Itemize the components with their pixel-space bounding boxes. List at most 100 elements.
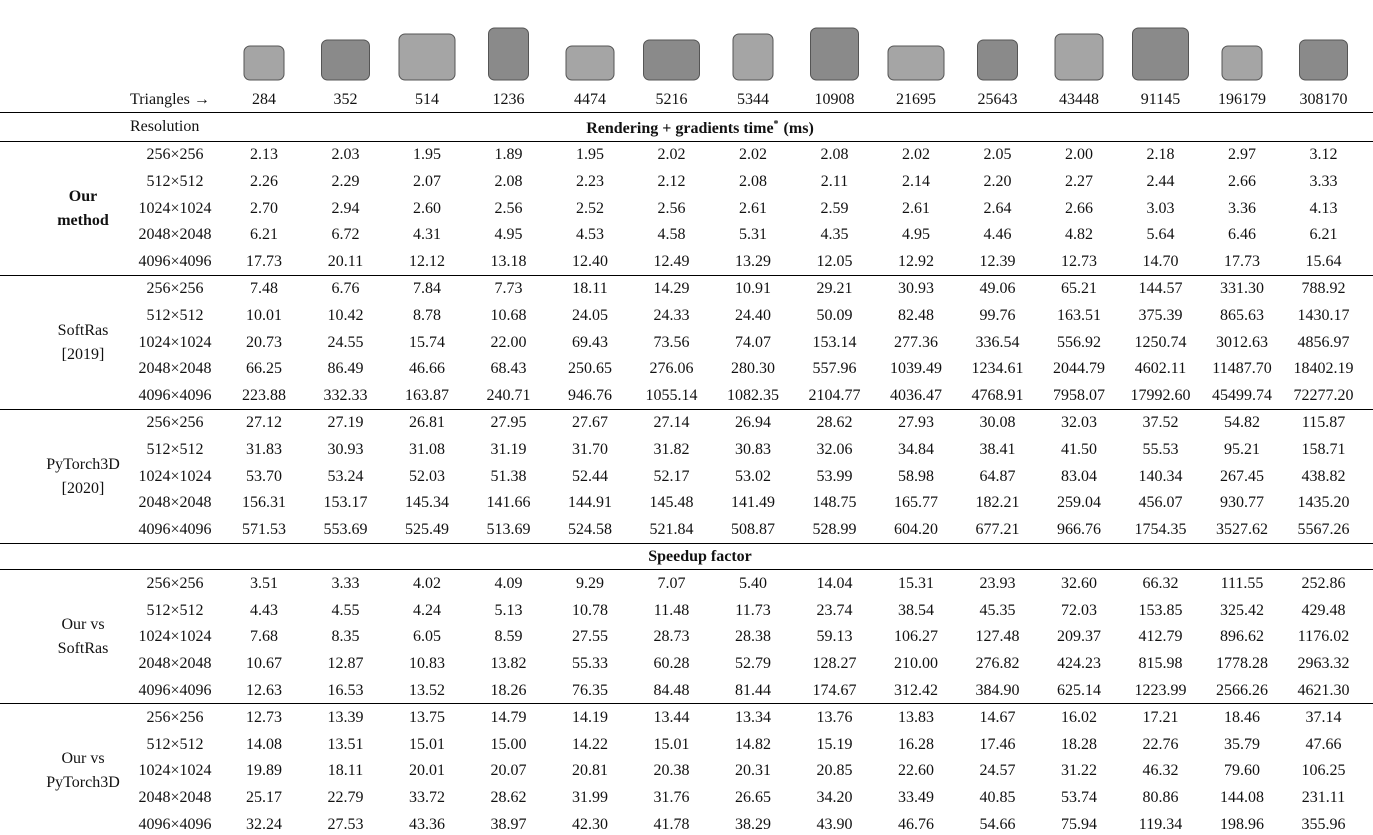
cell: 13.52	[409, 682, 445, 699]
cell: 1435.20	[1297, 494, 1350, 512]
cell: 25.17	[246, 789, 282, 807]
triangles-label: Triangles →	[130, 91, 210, 108]
rule	[0, 112, 1373, 113]
cell: 3.12	[1309, 146, 1338, 163]
cell: 12.87	[327, 655, 364, 673]
cell: 79.60	[1224, 762, 1260, 780]
cell: 145.34	[405, 494, 449, 512]
cell: 1223.99	[1134, 682, 1187, 699]
cell: 34.20	[816, 789, 853, 807]
cell: 27.19	[327, 414, 364, 431]
cell: 6.46	[1228, 226, 1256, 244]
cell: 429.48	[1301, 601, 1346, 619]
cell: 43.36	[409, 816, 445, 833]
cell: 4.95	[902, 226, 930, 244]
cell: 99.76	[979, 306, 1016, 324]
cell: 1754.35	[1134, 521, 1187, 539]
cell: 2.02	[739, 146, 767, 163]
cell: 75.94	[1061, 816, 1097, 833]
cell: 31.70	[572, 440, 608, 458]
section-title: Rendering + gradients time* (ms)	[586, 115, 814, 139]
cell: 32.03	[1061, 414, 1097, 431]
group-name: method	[57, 211, 109, 229]
cell: 930.77	[1220, 494, 1264, 512]
resolution: 2048×2048	[138, 226, 212, 244]
cell: 4.13	[1309, 199, 1338, 217]
cell: 3.51	[250, 574, 278, 592]
resolution: 1024×1024	[138, 628, 212, 646]
cell: 12.12	[409, 253, 445, 271]
group-name: PyTorch3D	[46, 455, 120, 473]
cell: 42.30	[572, 816, 608, 833]
resolution: 4096×4096	[138, 682, 212, 699]
triangle-count: 196179	[1218, 91, 1266, 108]
cell: 153.85	[1138, 601, 1183, 619]
cell: 2.56	[657, 199, 686, 217]
cell: 223.88	[242, 387, 286, 405]
cell: 1234.61	[971, 360, 1024, 378]
cell: 12.73	[1061, 253, 1097, 271]
cell: 27.14	[653, 414, 690, 431]
cell: 53.02	[735, 467, 771, 485]
cell: 6.21	[250, 226, 278, 244]
cell: 165.77	[894, 494, 938, 512]
cell: 4.02	[413, 574, 441, 592]
triangle-count: 25643	[977, 91, 1018, 108]
cell: 54.82	[1224, 414, 1260, 431]
cell: 18.46	[1224, 708, 1260, 726]
cell: 20.07	[490, 762, 527, 780]
cell: 37.14	[1305, 708, 1342, 726]
cell: 4768.91	[971, 387, 1024, 405]
cell: 528.99	[812, 521, 857, 539]
object-shape	[243, 45, 285, 81]
cell: 144.08	[1220, 789, 1264, 807]
cell: 28.73	[653, 628, 690, 646]
cell: 10.01	[246, 306, 282, 324]
cell: 28.62	[490, 789, 527, 807]
cell: 46.66	[409, 360, 445, 378]
cell: 52.17	[653, 467, 690, 485]
resolution: 2048×2048	[138, 655, 212, 673]
cell: 26.94	[735, 414, 771, 431]
cell: 31.82	[653, 440, 690, 458]
cell: 508.87	[731, 521, 775, 539]
cell: 111.55	[1220, 574, 1264, 592]
cell: 2.44	[1146, 172, 1175, 190]
cell: 12.73	[246, 708, 282, 726]
resolution: 512×512	[146, 172, 204, 190]
cell: 5.31	[739, 226, 767, 244]
cell: 525.49	[405, 521, 449, 539]
cell: 6.05	[413, 628, 441, 646]
cell: 10.91	[735, 280, 771, 297]
cell: 30.08	[979, 414, 1016, 431]
object-shape	[1132, 27, 1189, 81]
resolution: 1024×1024	[138, 762, 212, 780]
cell: 332.33	[323, 387, 368, 405]
cell: 69.43	[572, 333, 608, 351]
cell: 1176.02	[1297, 628, 1350, 646]
cell: 240.71	[486, 387, 531, 405]
cell: 20.38	[653, 762, 690, 780]
cell: 53.74	[1061, 789, 1097, 807]
cell: 55.53	[1142, 440, 1179, 458]
cell: 250.65	[568, 360, 612, 378]
cell: 355.96	[1301, 816, 1346, 833]
cell: 163.51	[1057, 306, 1101, 324]
cell: 14.79	[490, 708, 527, 726]
cell: 815.98	[1138, 655, 1183, 673]
cell: 15.01	[653, 735, 690, 753]
cell: 7.84	[413, 280, 441, 297]
cell: 1.89	[494, 146, 523, 163]
cell: 2.29	[331, 172, 360, 190]
cell: 15.00	[490, 735, 527, 753]
cell: 2104.77	[808, 387, 861, 405]
cell: 2.66	[1228, 172, 1256, 190]
cell: 2.56	[494, 199, 523, 217]
triangle-count: 10908	[814, 91, 855, 108]
cell: 17.73	[246, 253, 282, 271]
cell: 52.44	[572, 467, 608, 485]
cell: 82.48	[898, 306, 934, 324]
cell: 66.25	[246, 360, 282, 378]
cell: 412.79	[1138, 628, 1183, 646]
cell: 4036.47	[890, 387, 942, 405]
